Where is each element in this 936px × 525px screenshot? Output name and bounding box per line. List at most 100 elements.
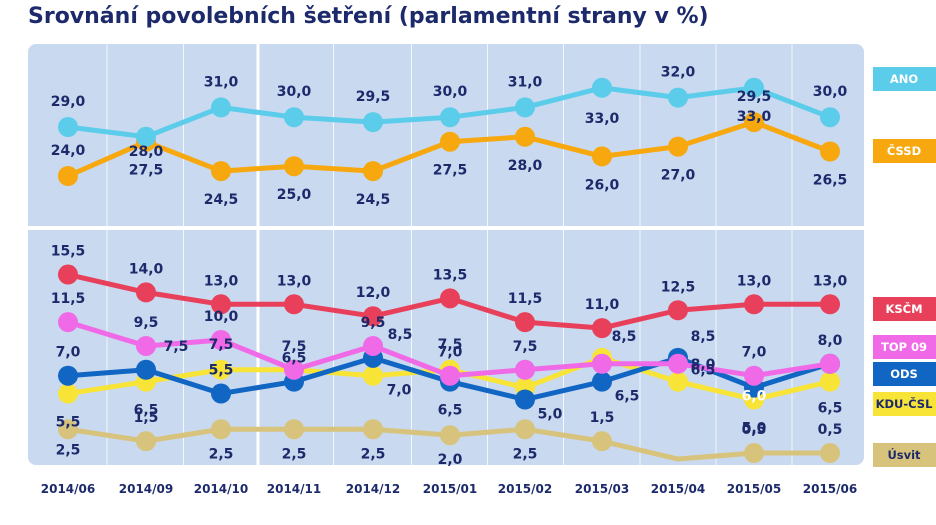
value-label-ods-2015/02: 5,0 [538, 407, 563, 423]
value-label-top-09-2014/06: 11,5 [51, 291, 86, 307]
point-ano-2015/03 [592, 77, 612, 98]
value-label-usvit-2015/06: 0,5 [818, 422, 843, 438]
point-ano-2014/11 [284, 107, 304, 128]
point-ods-2014/06 [58, 365, 78, 386]
legend-item-ods: ODS [873, 362, 936, 386]
value-label-ods-2015/01: 6,5 [438, 403, 463, 419]
value-label-kscm-2015/06: 13,0 [813, 273, 848, 289]
value-label-ano-2015/06: 30,0 [813, 84, 848, 100]
value-label-ano-2015/01: 30,0 [433, 84, 468, 100]
value-label-cssd-2015/04: 27,0 [661, 168, 696, 184]
value-label-kdu-csl-2014/06: 5,5 [56, 415, 81, 431]
value-label-top-09-2015/02: 7,5 [513, 339, 538, 355]
value-label-usvit-2014/12: 2,5 [361, 446, 386, 462]
legend-item-cssd: ČSSD [873, 139, 936, 163]
value-label-cssd-2014/10: 24,5 [204, 192, 239, 208]
value-label-ano-2014/12: 29,5 [356, 89, 391, 105]
legend-label-ods: ODS [890, 367, 918, 381]
value-label-kdu-csl-2015/06: 6,5 [818, 401, 843, 417]
point-kdu-csl-2015/04 [668, 371, 688, 392]
point-cssd-2015/03 [592, 146, 612, 167]
value-label-ano-2015/03: 33,0 [585, 111, 620, 127]
point-kdu-csl-2014/10 [211, 359, 231, 380]
value-label-ano-2014/10: 31,0 [204, 74, 239, 90]
point-kscm-2015/01 [440, 288, 460, 309]
point-kscm-2015/06 [820, 294, 840, 315]
series-kscm [58, 264, 840, 339]
point-ods-2014/10 [211, 383, 231, 404]
value-label-top-09-2015/04: 8,0 [691, 357, 716, 373]
value-label-kscm-2015/03: 11,0 [585, 297, 620, 313]
value-label-top-09-2014/12: 9,5 [361, 315, 386, 331]
value-label-usvit-2015/03: 1,5 [590, 410, 615, 426]
chart-value-labels: 29,0 28,0 31,0 30,0 29,5 30,0 31,0 33,0 32,0 33,0… [51, 65, 848, 469]
x-axis: 2014/06 2014/09 2014/10 2014/11 2014/12 2015/… [41, 482, 857, 496]
value-label-kscm-2015/02: 11,5 [508, 291, 543, 307]
value-label-kscm-2015/05: 13,0 [737, 273, 772, 289]
value-label-top-09-2014/10: 10,0 [204, 309, 239, 325]
legend-label-ano: ANO [890, 72, 919, 86]
value-label-usvit-2014/10: 2,5 [209, 446, 234, 462]
point-usvit-2015/02 [515, 419, 535, 440]
point-kdu-csl-2015/06 [820, 371, 840, 392]
value-label-kdu-csl-2015/01: 7,5 [438, 337, 463, 353]
point-top-09-2015/05 [744, 365, 764, 386]
point-ods-2015/03 [592, 371, 612, 392]
value-label-ods-2014/11: 6,5 [282, 351, 307, 367]
value-label-usvit-2015/02: 2,5 [513, 446, 538, 462]
value-label-kscm-2014/10: 13,0 [204, 273, 239, 289]
value-label-ods-2015/03: 6,5 [615, 389, 640, 405]
x-tick-2014/12: 2014/12 [346, 482, 400, 496]
point-usvit-2014/09 [136, 431, 156, 452]
value-label-kscm-2014/06: 15,5 [51, 244, 86, 260]
value-label-kscm-2014/09: 14,0 [129, 261, 164, 277]
legend-item-top-09: TOP 09 [873, 335, 936, 359]
value-label-cssd-2014/11: 25,0 [277, 187, 312, 203]
value-label-top-09-2014/09: 9,5 [134, 315, 159, 331]
point-kscm-2015/02 [515, 312, 535, 333]
x-tick-2015/03: 2015/03 [575, 482, 629, 496]
point-ano-2014/12 [363, 112, 383, 133]
point-cssd-2014/12 [363, 161, 383, 182]
legend-label-usvit: Úsvit [887, 447, 921, 462]
legend-swatch-ods [873, 362, 936, 386]
point-usvit-2014/12 [363, 419, 383, 440]
legend-label-top-09: TOP 09 [881, 340, 927, 354]
value-label-top-09-2015/06: 8,0 [818, 333, 843, 349]
point-kscm-2014/09 [136, 282, 156, 303]
legend-label-cssd: ČSSD [887, 143, 921, 158]
point-kscm-2015/05 [744, 294, 764, 315]
point-ano-2015/05 [744, 77, 764, 98]
value-label-cssd-2014/09: 27,5 [129, 163, 164, 179]
point-top-09-2014/06 [58, 312, 78, 333]
point-cssd-2015/06 [820, 141, 840, 162]
legend-swatch-ano [873, 67, 936, 91]
point-cssd-2014/11 [284, 156, 304, 177]
point-cssd-2015/05 [744, 112, 764, 133]
value-label-cssd-2015/05: 29,5 [737, 89, 772, 105]
value-label-cssd-2014/06: 24,0 [51, 143, 86, 159]
point-kscm-2014/11 [284, 294, 304, 315]
legend-label-kscm: KSČM [885, 301, 922, 316]
series-ano [58, 77, 840, 147]
legend-swatch-cssd [873, 139, 936, 163]
point-top-09-2014/09 [136, 335, 156, 356]
value-label-ano-2015/04: 32,0 [661, 65, 696, 81]
x-tick-2015/02: 2015/02 [498, 482, 552, 496]
legend-item-usvit: Úsvit [873, 443, 936, 467]
point-top-09-2014/12 [363, 335, 383, 356]
series-usvit [58, 419, 840, 464]
value-label-ods-2015/05: 6,0 [742, 389, 767, 405]
point-top-09-2014/11 [284, 359, 304, 380]
legend-item-ano: ANO [873, 67, 936, 91]
value-label-usvit-2014/11: 2,5 [282, 446, 307, 462]
value-label-kdu-csl-2014/09: 6,5 [134, 403, 159, 419]
point-top-09-2014/10 [211, 330, 231, 350]
value-label-top-09-2014/11: 7,5 [282, 339, 307, 355]
value-label-kscm-2015/04: 12,5 [661, 279, 696, 295]
point-ano-2014/10 [211, 97, 231, 118]
point-usvit-2015/05 [744, 443, 764, 464]
chart-series [58, 77, 840, 464]
point-ano-2015/01 [440, 107, 460, 128]
